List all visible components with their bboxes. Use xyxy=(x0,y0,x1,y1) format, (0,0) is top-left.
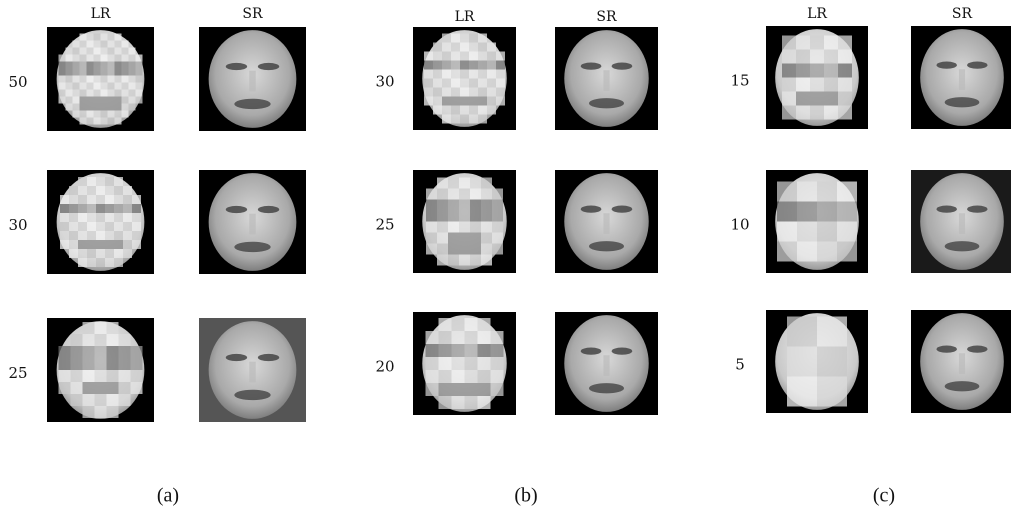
lr-image xyxy=(413,170,516,273)
column-header: SR xyxy=(952,6,973,22)
sr-image xyxy=(911,26,1011,129)
column-header: LR xyxy=(91,6,111,22)
lr-image xyxy=(47,170,154,274)
column-header: SR xyxy=(242,6,263,22)
lr-image xyxy=(766,310,868,413)
panel: LR SR 50 30 25 (a) xyxy=(8,6,306,507)
lr-image xyxy=(47,27,154,131)
row-label: 15 xyxy=(730,72,749,90)
page: LR SR 50 30 25 (a) LR SR 30 25 20 (b) LR SR 15 10 5 (c) (… xyxy=(0,0,1011,521)
row-label: 25 xyxy=(375,216,394,234)
caption: (c) xyxy=(873,485,895,507)
lr-image xyxy=(766,26,868,129)
row-label: 25 xyxy=(8,364,27,382)
sr-image xyxy=(911,310,1011,413)
row-label: 30 xyxy=(375,73,394,91)
sr-image xyxy=(555,170,658,273)
figure: LR SR 50 30 25 (a) LR SR 30 25 20 (b) LR SR 15 10 5 (c) xyxy=(0,0,1011,521)
panel: LR SR 15 10 5 (c) xyxy=(730,6,1011,507)
lr-image xyxy=(413,312,516,415)
row-label: 50 xyxy=(8,73,27,91)
row-label: 5 xyxy=(735,356,745,374)
lr-image xyxy=(413,27,516,130)
caption: (a) xyxy=(157,485,179,507)
sr-image xyxy=(199,318,306,422)
column-header: LR xyxy=(455,9,475,25)
column-header: LR xyxy=(807,6,827,22)
lr-image xyxy=(47,318,154,422)
row-label: 30 xyxy=(8,216,27,234)
sr-image xyxy=(911,170,1011,273)
panel: LR SR 30 25 20 (b) xyxy=(375,9,658,507)
sr-image xyxy=(555,312,658,415)
sr-image xyxy=(199,27,306,131)
column-header: SR xyxy=(596,9,617,25)
caption: (b) xyxy=(514,485,537,507)
row-label: 10 xyxy=(730,216,749,234)
sr-image xyxy=(199,170,306,274)
lr-image xyxy=(766,170,868,273)
sr-image xyxy=(555,27,658,130)
row-label: 20 xyxy=(375,358,394,376)
